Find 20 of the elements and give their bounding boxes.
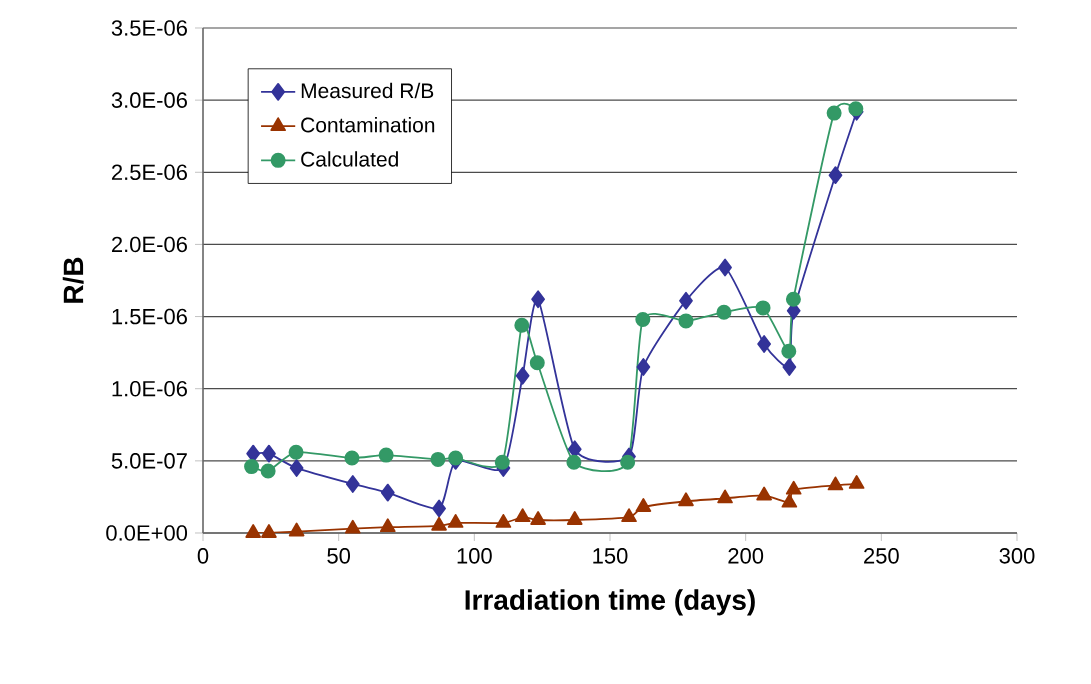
x-tick-label: 150	[593, 548, 628, 564]
legend-label: Calculated	[301, 151, 398, 167]
y-tick-label: 1.0E-06	[112, 380, 187, 397]
x-tick-label: 0	[197, 548, 209, 564]
y-tick-label: 2.5E-06	[111, 164, 187, 181]
y-tick-label: 3.0E-06	[111, 92, 187, 108]
x-axis-title: Irradiation time (days)	[465, 589, 755, 616]
y-axis-title: R/B	[62, 257, 84, 303]
y-tick-label: 5.0E-07	[111, 453, 187, 469]
x-tick-label: 100	[457, 548, 492, 564]
x-tick-label: 300	[999, 548, 1035, 564]
legend-label: Measured R/B	[301, 82, 434, 99]
x-tick-label: 50	[327, 548, 351, 564]
x-tick-label: 250	[864, 548, 899, 564]
legend-label: Contamination	[301, 117, 435, 133]
x-tick-label: 200	[728, 548, 764, 564]
y-tick-label: 2.0E-06	[111, 236, 187, 253]
y-tick-label: 0.0E+00	[106, 525, 188, 541]
y-tick-label: 1.5E-06	[112, 308, 187, 325]
y-tick-label: 3.5E-06	[111, 20, 187, 36]
